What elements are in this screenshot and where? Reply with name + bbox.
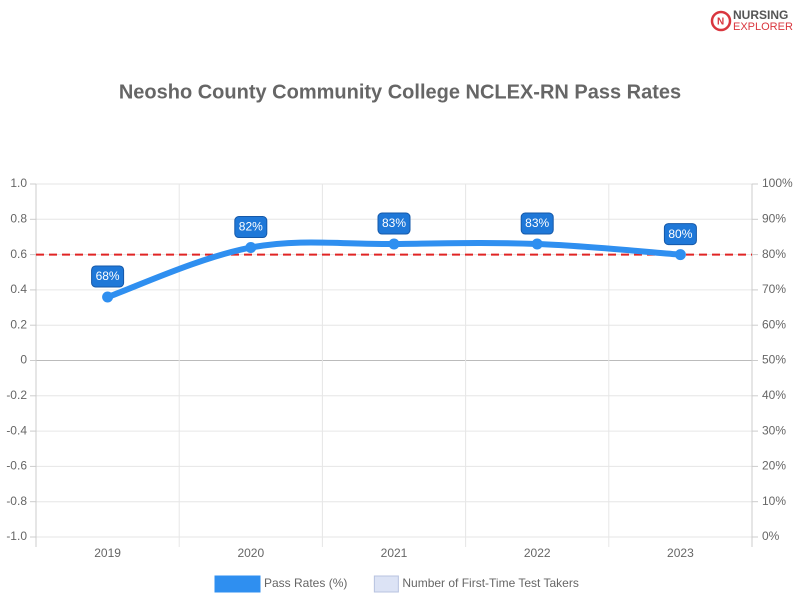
point: [245, 242, 257, 254]
y-tick-label: 0: [20, 353, 27, 367]
y-tick-label: -0.4: [6, 423, 27, 437]
y-tick-label: 0.4: [10, 282, 27, 296]
data-label: 82%: [239, 220, 263, 234]
x-tick-label: 2021: [381, 546, 408, 560]
y2-tick-label: 10%: [762, 494, 786, 508]
point: [102, 291, 114, 303]
y2-tick-label: 40%: [762, 388, 786, 402]
data-label-box: [377, 212, 411, 235]
y2-tick-label: 80%: [762, 247, 786, 261]
point: [388, 238, 400, 250]
point: [531, 238, 543, 250]
y2-tick-label: 30%: [762, 423, 786, 437]
y2-tick-label: 50%: [762, 353, 786, 367]
y2-tick-label: 90%: [762, 211, 786, 225]
legend-swatch[interactable]: [214, 575, 261, 593]
legend-label[interactable]: Pass Rates (%): [264, 576, 347, 590]
x-tick-label: 2022: [524, 546, 551, 560]
legend-label[interactable]: Number of First-Time Test Takers: [402, 576, 578, 590]
y2-tick-label: 0%: [762, 529, 780, 543]
legend-item[interactable]: Number of First-Time Test Takers: [373, 575, 579, 593]
y-tick-label: 1.0: [10, 176, 27, 190]
x-tick-label: 2020: [237, 546, 264, 560]
data-label: 68%: [96, 269, 120, 283]
y-tick-label: 0.2: [10, 317, 27, 331]
y-tick-label: -1.0: [6, 529, 27, 543]
y-tick-label: -0.8: [6, 494, 27, 508]
point: [674, 249, 686, 261]
y-tick-label: -0.2: [6, 388, 27, 402]
data-label: 83%: [382, 216, 406, 230]
data-label-box: [663, 223, 697, 246]
y2-tick-label: 20%: [762, 459, 786, 473]
chart-title: Neosho County Community College NCLEX-RN…: [119, 81, 681, 103]
data-label: 80%: [668, 227, 692, 241]
y-tick-label: -0.6: [6, 459, 27, 473]
logo-letters: N: [717, 17, 724, 28]
legend-swatch[interactable]: [373, 575, 399, 593]
data-label-box: [520, 212, 554, 235]
y2-tick-label: 60%: [762, 317, 786, 331]
data-label-box: [91, 265, 125, 288]
series-line: [104, 239, 684, 300]
y2-tick-label: 70%: [762, 282, 786, 296]
logo-icon: [710, 10, 732, 32]
data-label: 83%: [525, 216, 549, 230]
y2-tick-label: 100%: [762, 176, 793, 190]
logo: N NURSING EXPLORER: [710, 8, 793, 33]
data-label-box: [234, 216, 268, 239]
logo-line1: NURSING: [733, 8, 788, 22]
y-tick-label: 0.6: [10, 247, 27, 261]
x-tick-label: 2023: [667, 546, 694, 560]
y-tick-label: 0.8: [10, 211, 27, 225]
logo-line2: EXPLORER: [733, 21, 793, 33]
x-tick-label: 2019: [94, 546, 121, 560]
legend-item[interactable]: Pass Rates (%): [214, 575, 347, 593]
